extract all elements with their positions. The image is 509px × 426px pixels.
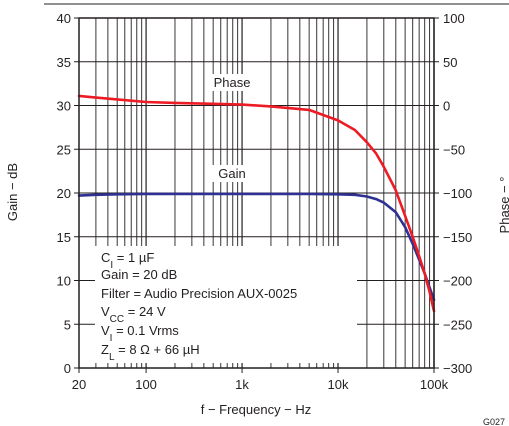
y-right-tick-label: −300 — [443, 361, 472, 376]
x-tick-label: 1k — [235, 377, 249, 392]
gain-label: Gain — [218, 166, 245, 181]
conditions-note-bg — [95, 246, 357, 363]
y-left-tick-label: 15 — [57, 230, 71, 245]
y-right-tick-label: 50 — [443, 55, 457, 70]
phase-label: Phase — [214, 75, 251, 90]
y-left-tick-label: 5 — [64, 317, 71, 332]
series-labels: Gain Phase — [207, 74, 257, 182]
conditions-note-line: Gain = 20 dB — [101, 267, 177, 282]
axes: 0 5 10 15 20 25 30 35 40 −300 −250 −200 −150 −100 −50 0… — [44, 3, 509, 392]
x-tick-label: 100 — [135, 377, 157, 392]
y-left-tick-label: 40 — [57, 11, 71, 26]
y-right-tick-label: −50 — [443, 142, 465, 157]
y-left-tick-label: 30 — [57, 99, 71, 114]
gain-label-bg — [211, 165, 253, 182]
y-right-tick-label: −100 — [443, 186, 472, 201]
y-axis-right-title: Phase − ° — [497, 177, 509, 234]
conditions-note-line: CI = 1 µF — [101, 250, 154, 271]
phase-line — [77, 94, 436, 313]
y-right-tick-label: 100 — [443, 11, 465, 26]
x-tick-label: 10k — [328, 377, 349, 392]
y-left-tick-label: 35 — [57, 55, 71, 70]
gain-line — [77, 192, 436, 302]
y-right-tick-label: −200 — [443, 274, 472, 289]
y-right-tick-label: −150 — [443, 230, 472, 245]
x-tick-label: 100k — [420, 377, 449, 392]
x-tick-label: 20 — [72, 377, 86, 392]
conditions-note-line: VI = 0.1 Vrms — [101, 323, 179, 344]
conditions-note-line: VCC = 24 V — [101, 304, 166, 325]
y-left-tick-label: 0 — [64, 361, 71, 376]
y-right-tick-label: 0 — [443, 99, 450, 114]
y-left-tick-label: 10 — [57, 274, 71, 289]
phase-label-bg — [207, 74, 257, 91]
y-left-tick-label: 20 — [57, 186, 71, 201]
y-right-tick-label: −250 — [443, 317, 472, 332]
figure-id: G027 — [483, 417, 505, 426]
conditions-note-line: Filter = Audio Precision AUX-0025 — [101, 286, 297, 301]
series-lines — [77, 94, 436, 313]
y-left-tick-label: 25 — [57, 142, 71, 157]
y-axis-left-title: Gain − dB — [5, 163, 20, 221]
conditions-note-line: ZL = 8 Ω + 66 µH — [101, 342, 200, 363]
x-axis-title: f − Frequency − Hz — [201, 402, 312, 417]
